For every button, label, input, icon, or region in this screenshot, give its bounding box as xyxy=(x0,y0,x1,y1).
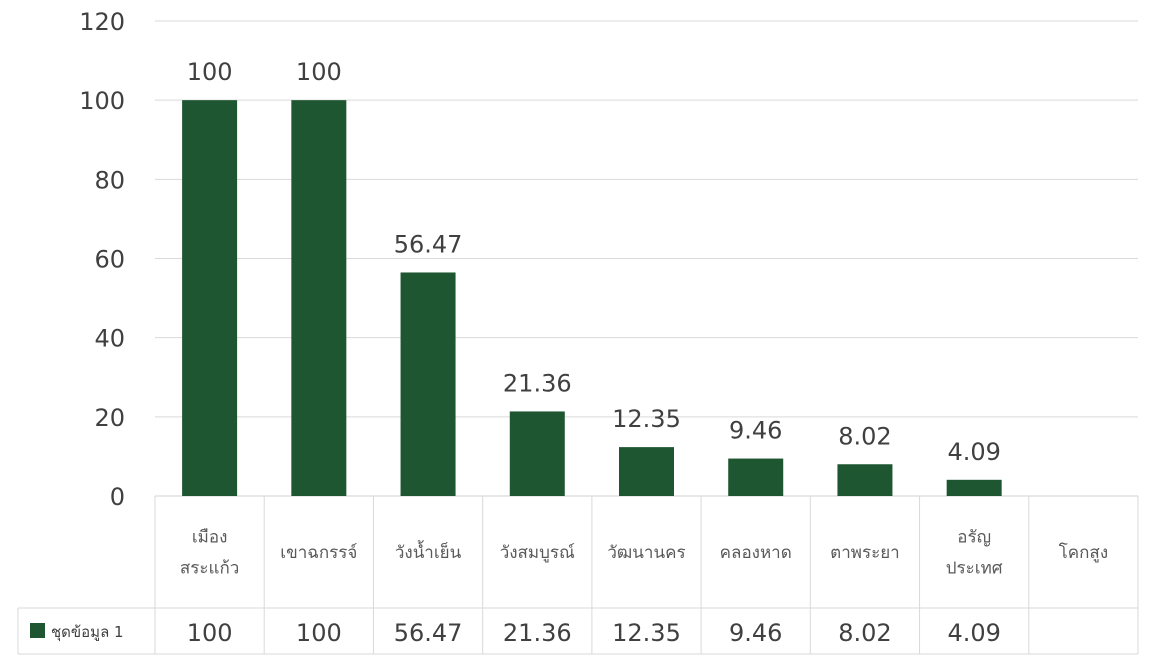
bar xyxy=(728,458,784,496)
table-value: 21.36 xyxy=(503,619,572,647)
data-label: 12.35 xyxy=(612,405,681,433)
category-label: วัฒนานคร xyxy=(607,543,685,563)
bar xyxy=(291,100,347,497)
y-tick-label: 120 xyxy=(79,8,125,36)
table-value: 100 xyxy=(187,619,233,647)
category-label: สระแก้ว xyxy=(180,559,239,579)
bar xyxy=(182,100,238,497)
category-label: วังน้ำเย็น xyxy=(395,540,462,563)
bar xyxy=(946,479,1002,496)
y-tick-label: 40 xyxy=(94,325,125,353)
data-label: 21.36 xyxy=(503,369,572,397)
y-tick-label: 0 xyxy=(110,483,125,511)
data-label: 100 xyxy=(187,58,233,86)
legend-label: ชุดข้อมูล 1 xyxy=(51,623,124,642)
y-tick-label: 60 xyxy=(94,246,125,274)
bar xyxy=(509,411,565,496)
table-value: 4.09 xyxy=(947,619,1000,647)
data-label: 8.02 xyxy=(838,422,891,450)
data-label: 4.09 xyxy=(947,438,1000,466)
y-tick-label: 100 xyxy=(79,87,125,115)
category-label: เขาฉกรรจ์ xyxy=(280,543,357,563)
data-label: 9.46 xyxy=(729,417,782,445)
category-label: คลองหาด xyxy=(720,543,792,563)
category-label: ตาพระยา xyxy=(830,543,900,563)
category-label: วังสมบูรณ์ xyxy=(500,543,575,563)
table-value: 9.46 xyxy=(729,619,782,647)
legend-swatch xyxy=(30,623,45,638)
category-label: ประเทศ xyxy=(946,559,1003,579)
table-value: 100 xyxy=(296,619,342,647)
table-value: 56.47 xyxy=(394,619,463,647)
data-label: 100 xyxy=(296,58,342,86)
y-tick-label: 80 xyxy=(94,166,125,194)
category-label: อรัญ xyxy=(957,528,991,548)
bar xyxy=(837,464,893,496)
table-value: 8.02 xyxy=(838,619,891,647)
bar xyxy=(619,447,674,496)
y-tick-label: 20 xyxy=(94,404,125,432)
category-label: โคกสูง xyxy=(1059,542,1108,563)
table-value: 12.35 xyxy=(612,619,681,647)
category-label: เมือง xyxy=(192,528,228,548)
bar xyxy=(400,272,456,496)
data-label: 56.47 xyxy=(394,230,463,258)
